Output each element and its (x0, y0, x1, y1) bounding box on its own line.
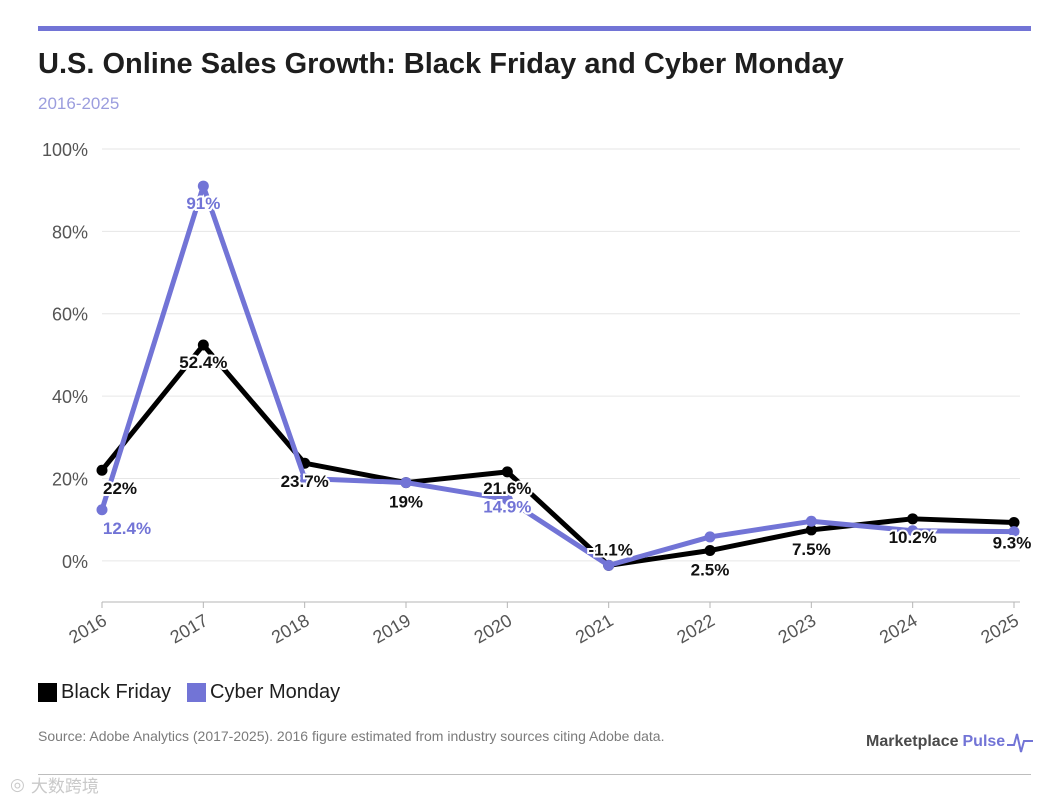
data-point-cyber-monday (96, 504, 108, 516)
x-tick-label: 2020 (471, 610, 516, 647)
data-point-cyber-monday (603, 559, 615, 571)
data-point-black-friday (96, 464, 108, 476)
chart-title: U.S. Online Sales Growth: Black Friday a… (38, 48, 844, 80)
data-point-cyber-monday (501, 493, 513, 505)
data-point-cyber-monday (299, 472, 311, 484)
x-tick-label: 2018 (268, 610, 313, 647)
data-point-cyber-monday (1008, 526, 1020, 538)
data-point-black-friday (805, 524, 817, 536)
data-label-black-friday: 10.2% (889, 528, 937, 547)
watermark: ◎ 大数跨境 (10, 772, 99, 797)
x-tick-label: 2025 (977, 610, 1022, 647)
data-point-cyber-monday (704, 531, 716, 543)
legend-item-cyber-monday: Cyber Monday (187, 681, 340, 704)
data-point-black-friday (704, 545, 716, 557)
data-point-cyber-monday (805, 515, 817, 527)
source-note: Source: Adobe Analytics (2017-2025). 201… (38, 728, 665, 744)
data-label-cyber-monday: 12.4% (103, 519, 151, 538)
x-tick-label: 2016 (65, 610, 110, 647)
x-tick-label: 2021 (572, 610, 617, 647)
watermark-icon: ◎ (10, 774, 25, 794)
data-point-black-friday (197, 339, 209, 351)
top-accent-rule (38, 26, 1031, 31)
x-tick-label: 2024 (876, 610, 921, 647)
data-point-cyber-monday (400, 477, 412, 489)
data-point-cyber-monday (907, 525, 919, 537)
data-label-cyber-monday: 91% (186, 194, 220, 213)
x-tick-label: 2017 (167, 610, 212, 647)
data-label-black-friday: 22% (103, 479, 137, 498)
legend-swatch-black-friday (38, 683, 57, 702)
data-label-black-friday: 9.3% (993, 534, 1032, 553)
data-label-black-friday: -1.1% (588, 540, 632, 559)
brand-name: Marketplace (866, 733, 959, 750)
x-tick-label: 2022 (673, 610, 718, 647)
data-label-cyber-monday: 14.9% (483, 497, 531, 516)
data-label-black-friday: 21.6% (483, 479, 531, 498)
data-point-cyber-monday (197, 180, 209, 192)
data-point-black-friday (501, 466, 513, 478)
y-tick-label: 40% (52, 387, 88, 407)
bottom-rule (38, 774, 1031, 775)
y-tick-label: 80% (52, 222, 88, 242)
chart-subtitle: 2016-2025 (38, 94, 120, 113)
brand-logo: Marketplace Pulse (866, 730, 1034, 754)
data-label-black-friday: 2.5% (691, 561, 730, 580)
data-label-black-friday: 23.7% (281, 472, 329, 491)
x-tick-label: 2019 (369, 610, 414, 647)
y-tick-label: 60% (52, 305, 88, 325)
data-label-black-friday: 19% (389, 493, 423, 512)
y-tick-label: 100% (42, 140, 88, 160)
legend-label-black-friday: Black Friday (61, 681, 172, 703)
legend-label-cyber-monday: Cyber Monday (210, 681, 341, 703)
x-tick-label: 2023 (775, 610, 820, 647)
pulse-icon (1007, 733, 1034, 753)
legend-swatch-cyber-monday (187, 683, 207, 702)
line-chart: 0% 20% 40% 60% 80% 100% 2016 2017 2018 2019 2020 20… (42, 140, 1033, 647)
legend-item-black-friday: Black Friday (38, 681, 171, 704)
y-tick-label: 0% (62, 552, 88, 572)
y-tick-label: 20% (52, 469, 88, 489)
watermark-text: 大数跨境 (30, 777, 99, 796)
data-point-black-friday (1008, 517, 1020, 529)
data-label-black-friday: 7.5% (792, 540, 831, 559)
brand-name-accent: Pulse (962, 733, 1006, 750)
data-point-black-friday (907, 513, 919, 525)
series-line-cyber-monday (99, 183, 1017, 568)
data-label-black-friday: 52.4% (179, 353, 227, 372)
chart-legend: Black Friday Cyber Monday (38, 681, 356, 704)
